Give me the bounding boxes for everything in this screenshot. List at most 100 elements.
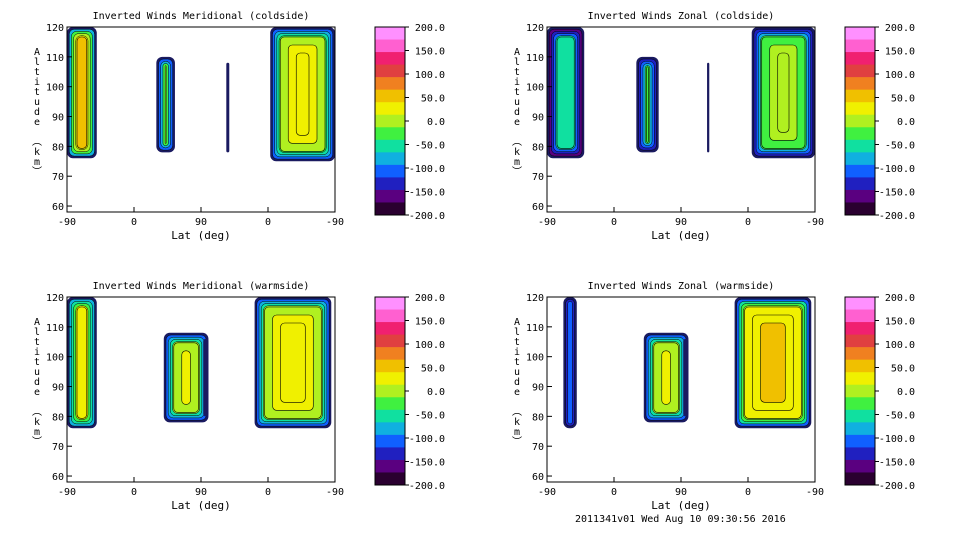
colorbar-swatch: [375, 334, 405, 348]
contour-line: [76, 306, 88, 419]
y-axis-label-char: m: [514, 157, 520, 168]
y-axis-label-char: i: [34, 347, 40, 358]
x-tick-label: -90: [326, 217, 344, 228]
colorbar-label: -50.0: [415, 411, 445, 422]
contour-line: [295, 52, 310, 136]
y-axis-label-char: t: [34, 67, 40, 78]
colorbar-label: 50.0: [891, 94, 915, 105]
colorbar-swatch: [375, 384, 405, 398]
y-axis-label-char: d: [514, 377, 520, 388]
x-tick-label: 90: [195, 217, 207, 228]
colorbar-swatch: [375, 297, 405, 311]
colorbar-swatch: [845, 309, 875, 323]
colorbar-swatch: [375, 322, 405, 336]
y-axis-label-char: d: [34, 377, 40, 388]
y-tick-label: 100: [526, 83, 544, 94]
colorbar-swatch: [845, 64, 875, 78]
colorbar-swatch: [375, 89, 405, 103]
y-axis-label-char: e: [514, 117, 520, 128]
colorbar-swatch: [375, 347, 405, 361]
contour-line: [556, 36, 575, 149]
colorbar-swatch: [845, 347, 875, 361]
y-tick-label: 80: [532, 142, 544, 153]
colorbar-swatch: [845, 127, 875, 141]
colorbar-swatch: [375, 447, 405, 461]
x-tick-label: 90: [675, 487, 687, 498]
y-axis-label-char: d: [514, 107, 520, 118]
y-axis-label-char: m: [34, 427, 40, 438]
colorbar-label: -100.0: [879, 164, 915, 175]
colorbar-label: 200.0: [885, 293, 915, 304]
colorbar-label: 50.0: [891, 364, 915, 375]
x-tick-label: 0: [745, 487, 751, 498]
colorbar-swatch: [845, 297, 875, 311]
y-tick-label: 120: [526, 293, 544, 304]
x-tick-label: 0: [611, 217, 617, 228]
colorbar-swatch: [845, 189, 875, 203]
colorbar-swatch: [375, 102, 405, 116]
x-tick-label: -90: [58, 487, 76, 498]
colorbar-swatch: [375, 359, 405, 373]
colorbar-swatch: [375, 164, 405, 178]
colorbar-swatch: [375, 472, 405, 486]
colorbar-swatch: [845, 102, 875, 116]
y-tick-label: 60: [52, 202, 64, 213]
colorbar-swatch: [845, 27, 875, 41]
colorbar-label: 200.0: [885, 23, 915, 34]
colorbar-swatch: [375, 139, 405, 153]
y-axis-label-char: k: [34, 147, 40, 158]
colorbar-swatch: [845, 139, 875, 153]
y-tick-label: 70: [532, 442, 544, 453]
y-axis-label-char: A: [34, 47, 40, 58]
y-tick-label: 110: [46, 323, 64, 334]
colorbar-swatch: [375, 127, 405, 141]
colorbar-label: 200.0: [415, 293, 445, 304]
y-axis-label-char: u: [514, 97, 520, 108]
colorbar-label: -150.0: [409, 458, 445, 469]
y-axis-label-char: m: [34, 157, 40, 168]
colorbar-swatch: [845, 152, 875, 166]
y-axis-label-char: A: [514, 47, 520, 58]
y-axis-label-char: t: [514, 67, 520, 78]
colorbar-swatch: [375, 52, 405, 66]
colorbar-label: -150.0: [409, 188, 445, 199]
y-axis-label-char: ︶: [32, 436, 42, 448]
x-tick-label: -90: [326, 487, 344, 498]
colorbar-swatch: [845, 434, 875, 448]
colorbar-swatch: [375, 202, 405, 216]
colorbar-swatch: [375, 27, 405, 41]
y-axis-label-char: k: [514, 147, 520, 158]
colorbar-swatch: [375, 64, 405, 78]
data-region-edge: [683, 338, 689, 417]
colorbar-label: -200.0: [879, 211, 915, 222]
colorbar-swatch: [845, 164, 875, 178]
y-tick-label: 90: [532, 113, 544, 124]
y-axis-label-char: ︶: [512, 166, 522, 178]
colorbar-swatch: [375, 409, 405, 423]
colorbar-swatch: [845, 89, 875, 103]
y-axis-label-char: t: [514, 357, 520, 368]
y-tick-label: 110: [46, 53, 64, 64]
x-axis-label: Lat (deg): [651, 229, 711, 242]
colorbar-swatch: [845, 459, 875, 473]
y-tick-label: 100: [526, 353, 544, 364]
colorbar-label: -50.0: [885, 141, 915, 152]
y-axis-label-char: e: [34, 117, 40, 128]
chart-title: Inverted Winds Meridional (warmside): [93, 281, 310, 292]
x-axis-label: Lat (deg): [171, 229, 231, 242]
y-axis-label-char: m: [514, 427, 520, 438]
y-tick-label: 100: [46, 83, 64, 94]
y-tick-label: 90: [52, 113, 64, 124]
colorbar-label: 100.0: [415, 340, 445, 351]
y-axis-label-char: ︵: [512, 137, 522, 148]
y-tick-label: 120: [46, 293, 64, 304]
colorbar-label: 150.0: [885, 47, 915, 58]
y-axis-label-char: u: [34, 97, 40, 108]
colorbar-swatch: [845, 202, 875, 216]
y-tick-label: 70: [532, 172, 544, 183]
colorbar-label: -100.0: [879, 434, 915, 445]
